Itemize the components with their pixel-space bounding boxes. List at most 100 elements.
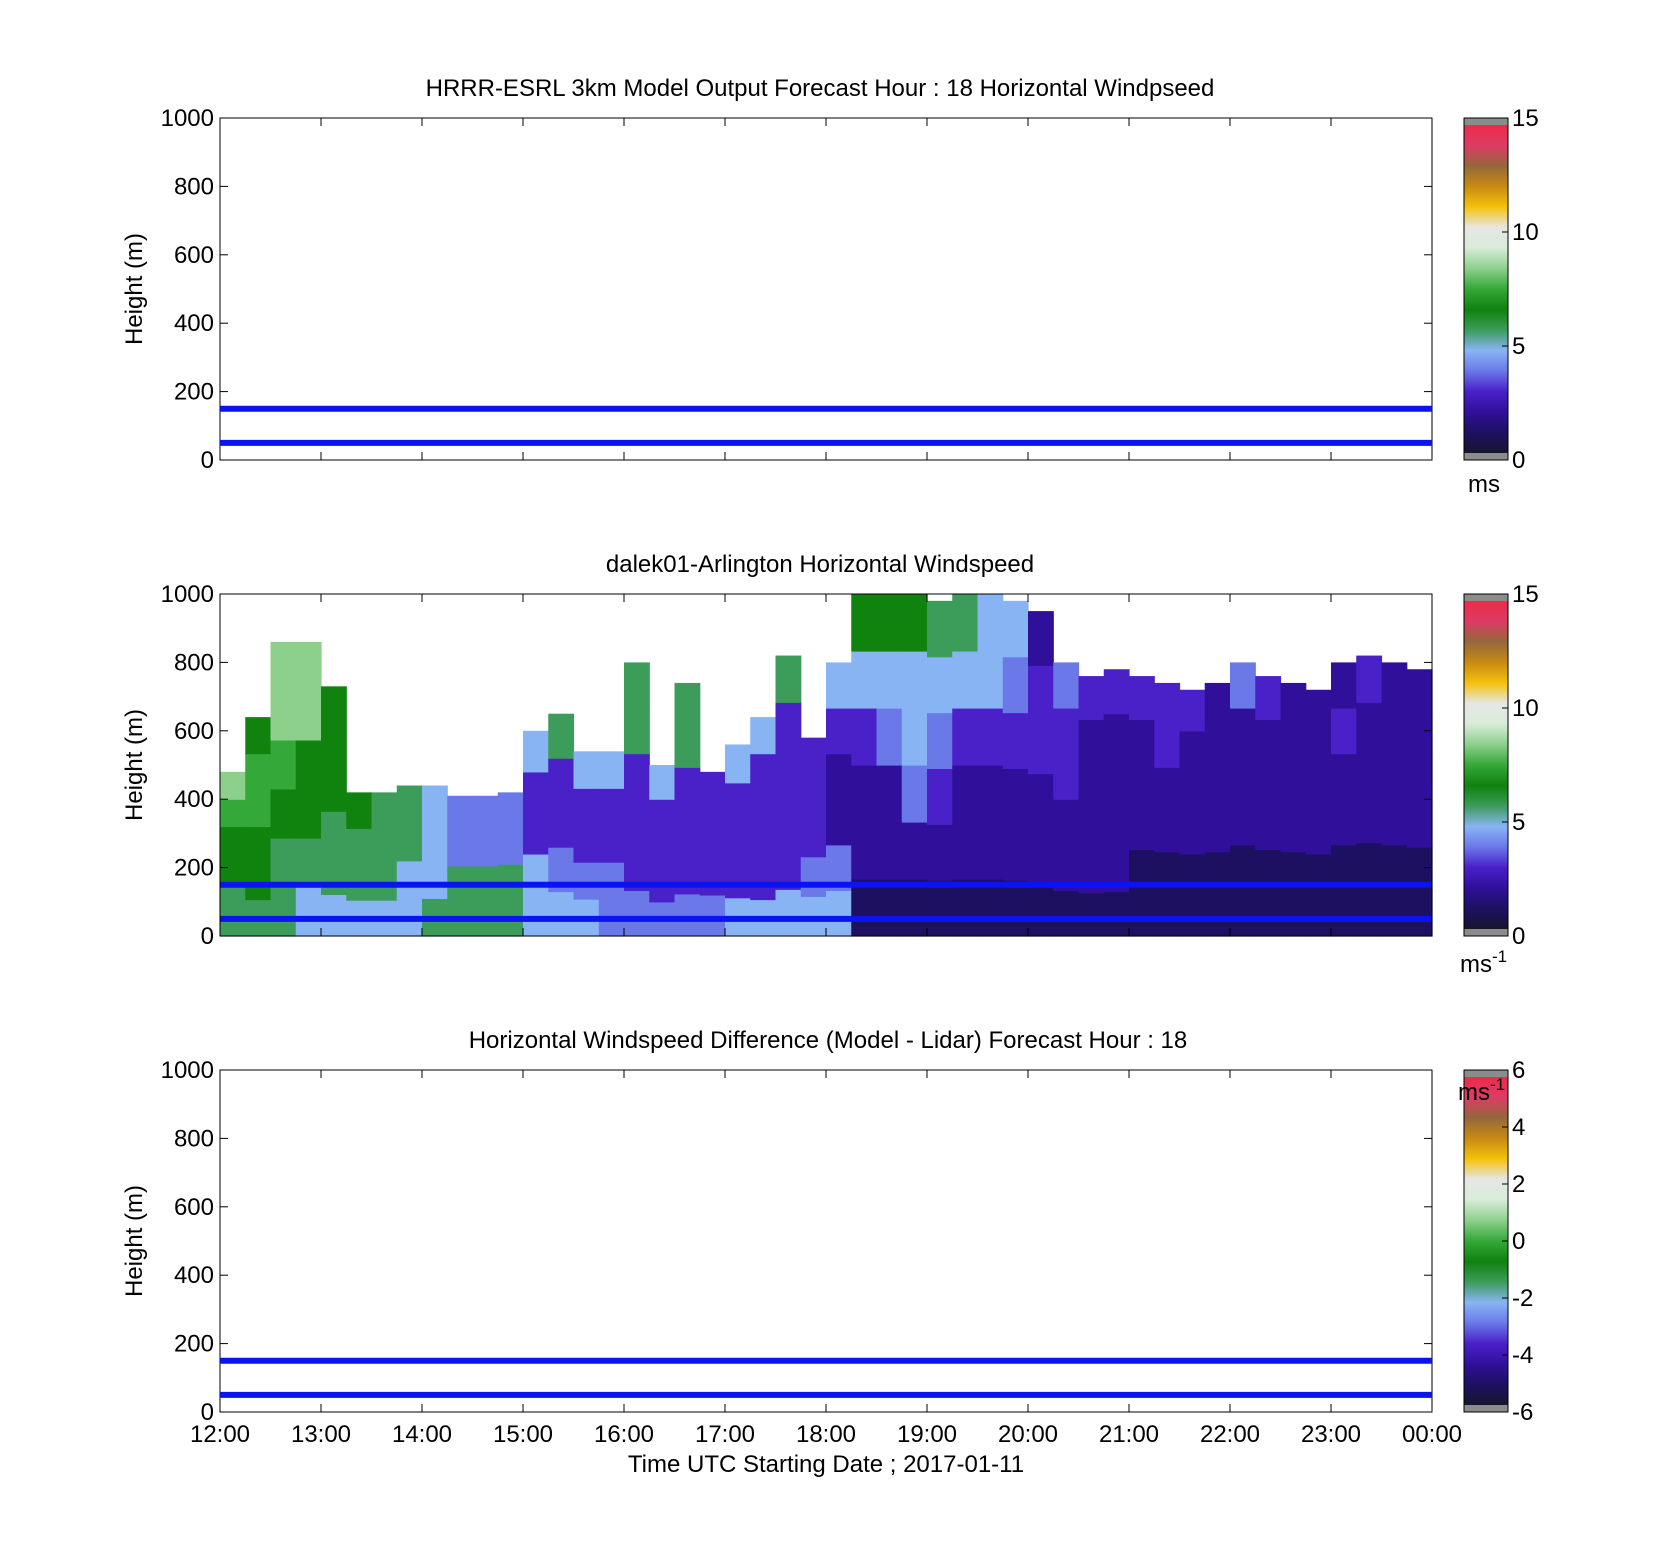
heatmap-cell [1280,767,1307,811]
heatmap-cell [1204,893,1231,937]
y-tick-label: 0 [201,923,214,950]
heatmap-cell [1331,890,1357,937]
heatmap-cell [523,894,549,937]
difference-colorbar-gradient [1463,1069,1509,1413]
heatmap-cell [826,753,852,800]
heatmap-cell [624,708,650,755]
heatmap-cell [851,822,878,880]
heatmap-cell [1179,812,1206,855]
heatmap-cell [548,891,575,937]
heatmap-cell [1002,824,1029,881]
heatmap-cell [1280,682,1307,726]
heatmap-cell [245,717,272,755]
x-tick-label: 12:00 [190,1421,250,1448]
x-tick-label: 15:00 [493,1421,553,1448]
difference-y-ticks: 0 200 400 600 800 1000 [161,1057,1432,1426]
heatmap-cell [295,788,322,839]
y-tick-label: 200 [174,379,214,406]
heatmap-cell [321,769,347,812]
heatmap-cell [775,795,802,844]
heatmap-cell [573,862,600,900]
heatmap-cell [1331,753,1357,800]
heatmap-cell [1356,889,1383,937]
heatmap-cell [523,771,549,814]
heatmap-cell [1406,669,1433,715]
heatmap-cell [851,765,878,823]
heatmap-cell [750,790,777,828]
heatmap-cell [977,822,1004,880]
heatmap-cell [270,739,297,790]
heatmap-cell [1028,719,1054,775]
difference-colorbar-unit-base: ms [1458,1079,1490,1106]
colorbar-tick-label: -4 [1512,1342,1533,1369]
heatmap-cell [977,765,1004,823]
heatmap-cell [220,826,246,855]
y-tick-label: 200 [174,855,214,882]
heatmap-cell [901,765,928,823]
heatmap-cell [1053,753,1080,800]
difference-colorbar: -6 -4 -2 0 2 4 6 ms-1 [1458,1057,1533,1426]
heatmap-cell [1230,753,1256,800]
difference-x-label: Time UTC Starting Date ; 2017-01-11 [628,1451,1024,1478]
heatmap-cell [1381,890,1408,937]
heatmap-cell [725,744,751,784]
heatmap-cell [977,594,1004,652]
x-tick-label: 22:00 [1200,1421,1260,1448]
difference-colorbar-unit-sup: -1 [1490,1075,1505,1094]
heatmap-cell [1230,708,1256,755]
heatmap-cell [1002,712,1029,770]
heatmap-cell [346,792,373,829]
heatmap-cell [497,792,524,829]
heatmap-cell [270,788,297,839]
y-tick-label: 0 [201,447,214,474]
heatmap-cell [1381,799,1408,846]
heatmap-cell [1406,802,1433,848]
y-tick-label: 400 [174,786,214,813]
lidar-colorbar-ticks: 0 5 10 15 [1502,581,1539,950]
heatmap-cell [1305,812,1332,855]
heatmap-cell [220,799,246,828]
heatmap-cell [725,782,751,822]
x-tick-label: 21:00 [1099,1421,1159,1448]
y-tick-label: 600 [174,1194,214,1221]
heatmap-cell [876,594,903,652]
lidar-heatmap-cells [220,594,1433,937]
heatmap-cell [1406,758,1433,804]
heatmap-cell [321,727,347,771]
heatmap-cell [1103,713,1130,759]
heatmap-cell [321,811,347,854]
difference-axes-frame [219,1069,1433,1413]
y-tick-label: 1000 [161,105,214,132]
heatmap-cell [1280,893,1307,937]
heatmap-cell [1356,749,1383,797]
heatmap-cell [901,651,928,709]
heatmap-cell [1280,851,1307,895]
y-tick-label: 800 [174,173,214,200]
model-colorbar-gradient [1463,117,1509,461]
heatmap-cell [321,686,347,729]
heatmap-cell [649,765,676,800]
heatmap-cell [927,600,953,658]
heatmap-cell [800,777,827,818]
lidar-y-label: Height (m) [121,709,148,821]
heatmap-cell [422,785,448,824]
heatmap-cell [245,863,272,901]
heatmap-cell [573,788,600,826]
heatmap-cell [1103,802,1130,848]
heatmap-cell [245,790,272,828]
heatmap-cell [1204,809,1231,853]
heatmap-cell [346,828,373,865]
heatmap-cell [1078,676,1105,720]
heatmap-cell [927,824,953,881]
y-tick-label: 200 [174,1331,214,1358]
heatmap-cell [321,894,347,937]
heatmap-cell [1406,713,1433,759]
heatmap-cell [1103,891,1130,937]
heatmap-cell [245,826,272,864]
heatmap-cell [1331,708,1357,755]
heatmap-cell [1154,851,1181,895]
heatmap-cell [901,822,928,880]
heatmap-cell [447,830,474,867]
colorbar-tick-label: 4 [1512,1114,1525,1141]
